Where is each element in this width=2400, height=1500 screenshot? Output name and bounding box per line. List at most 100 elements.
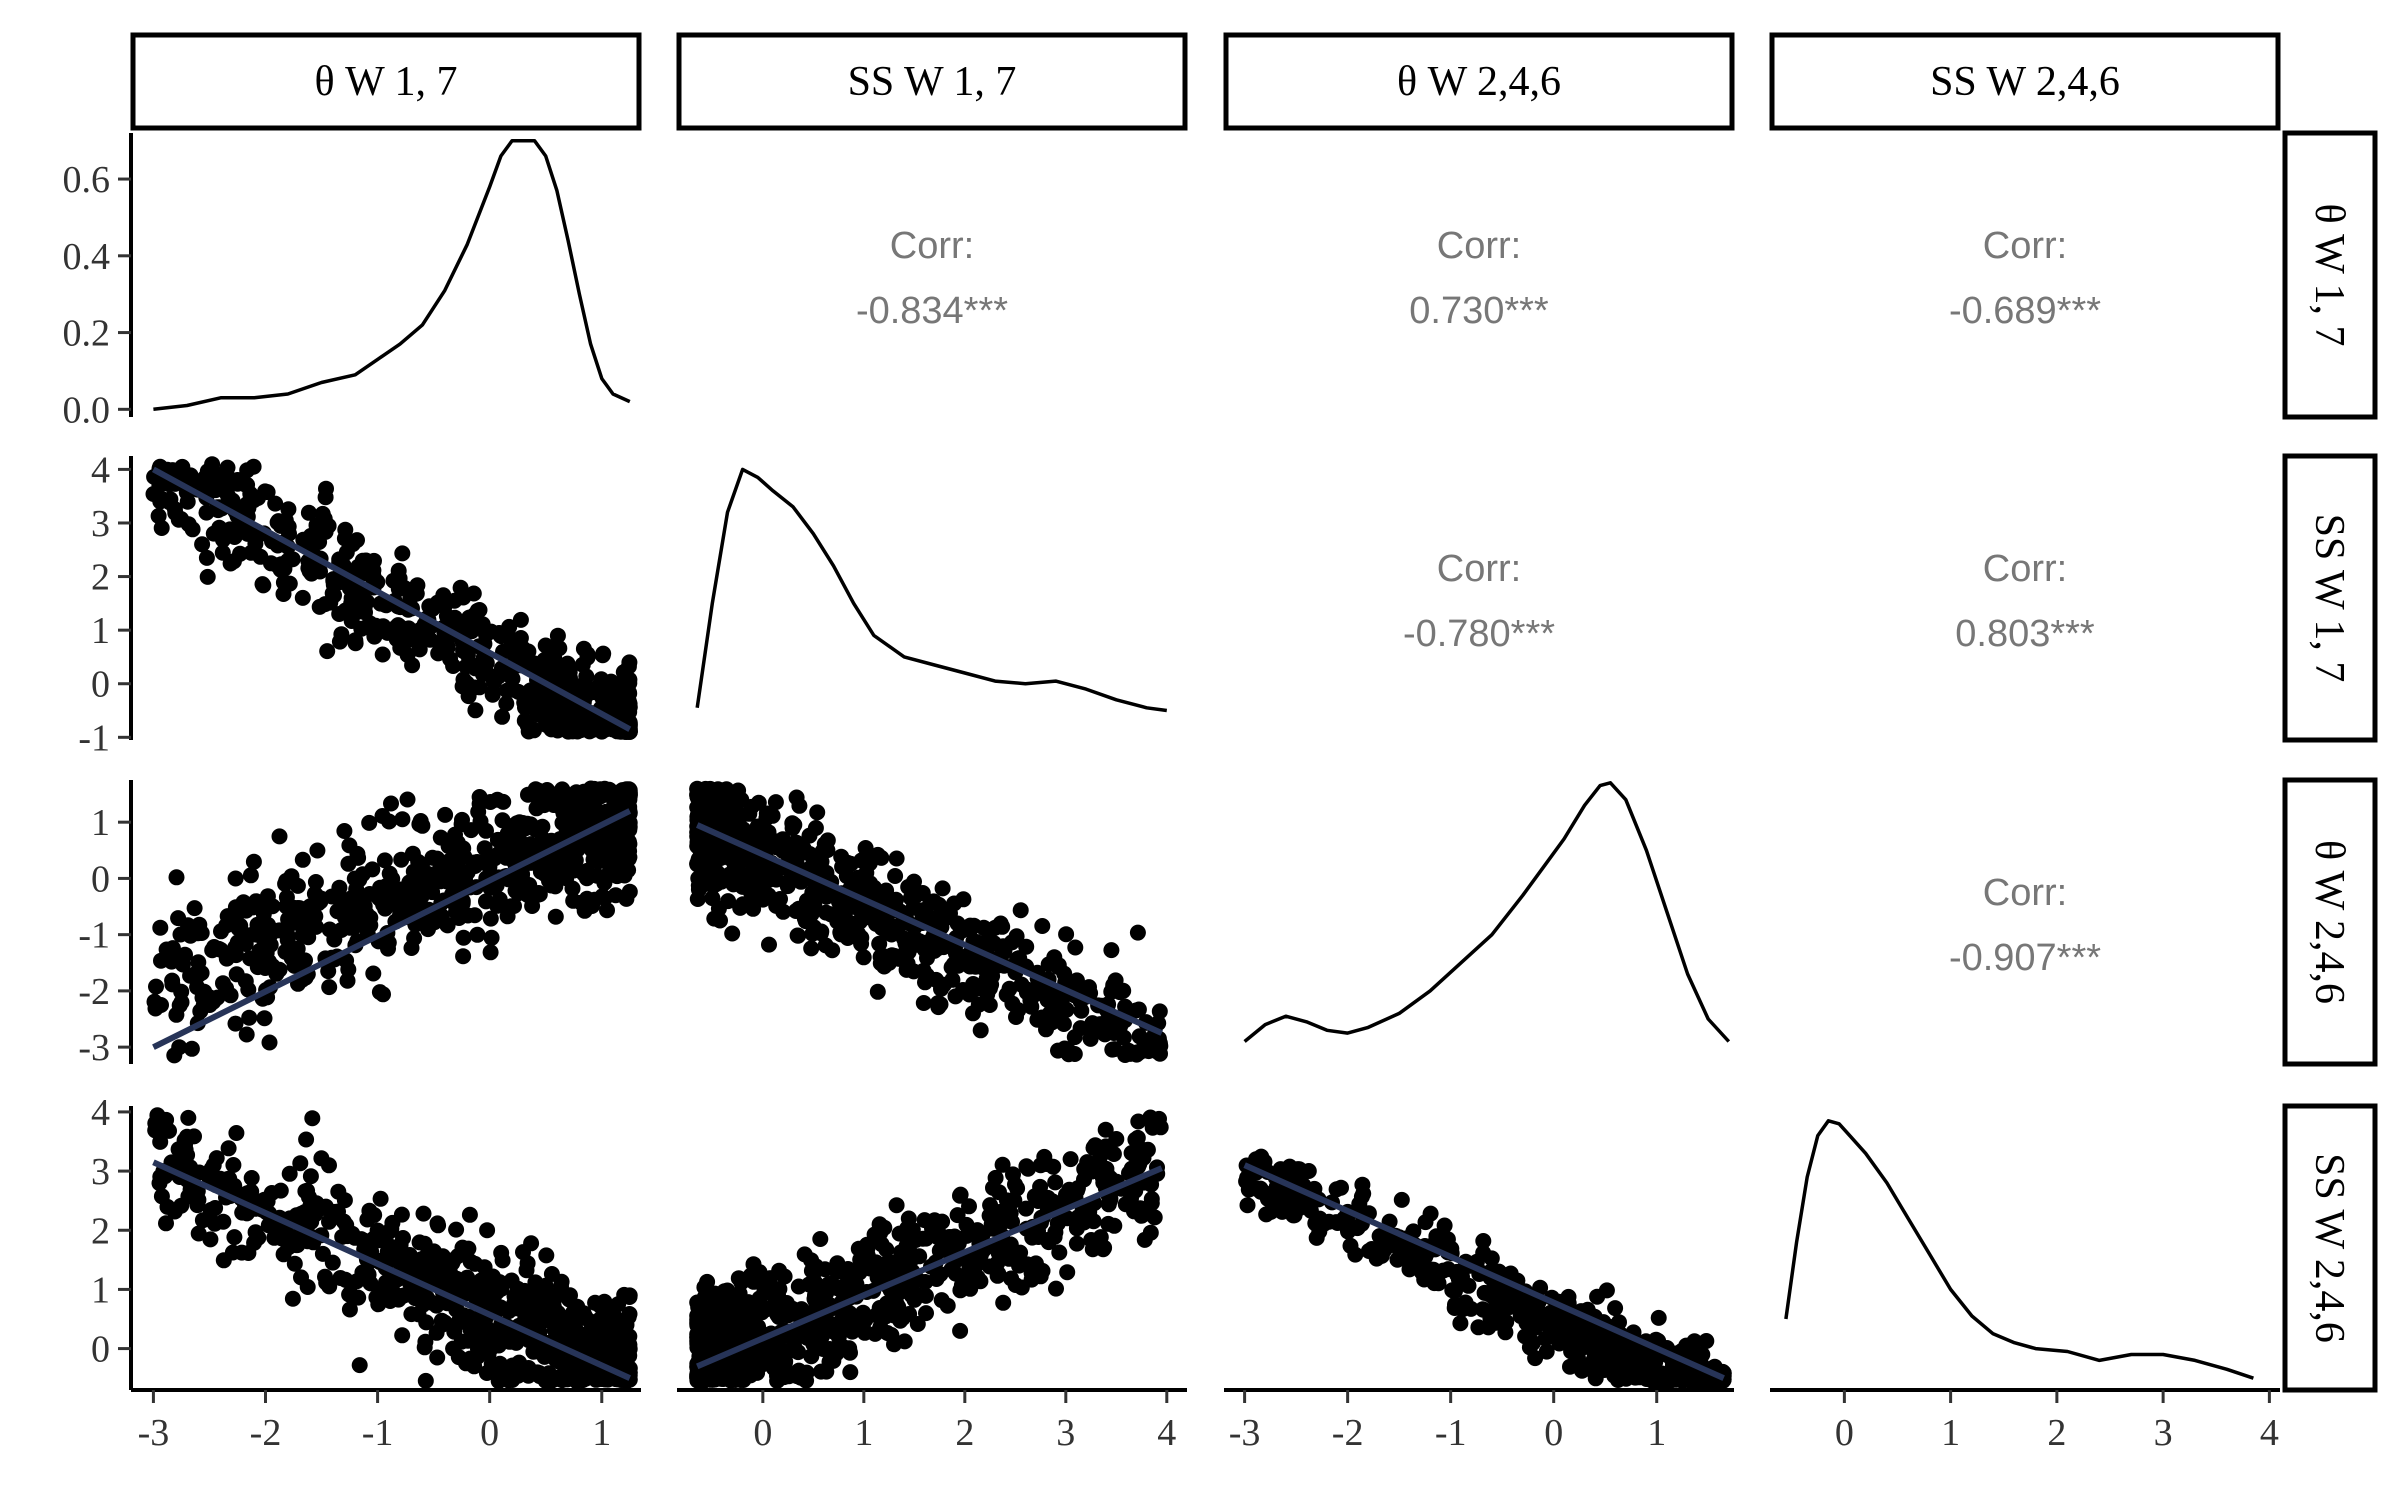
scatter-point	[394, 899, 410, 916]
density-curve-3	[1784, 1119, 2254, 1380]
row-strip-box	[2282, 777, 2378, 1067]
scatter-point	[170, 910, 187, 927]
scatter-point	[341, 1301, 358, 1318]
scatter-point	[481, 858, 498, 875]
scatter-point	[1417, 1214, 1434, 1231]
scatter-point	[888, 1285, 905, 1302]
scatter-point	[455, 642, 472, 659]
scatter-point	[298, 1131, 315, 1148]
scatter-point	[476, 840, 493, 857]
scatter-point	[183, 1040, 200, 1057]
scatter-point	[477, 1282, 494, 1298]
scatter-point	[1082, 1030, 1099, 1047]
scatter-point	[732, 899, 749, 916]
row-strip-label: θ W 1, 7	[2306, 203, 2352, 346]
scatter-point	[906, 930, 923, 946]
scatter-point	[911, 1248, 928, 1265]
scatter-point	[418, 1293, 435, 1310]
scatter-panel-2-0	[146, 780, 638, 1064]
scatter-point	[1032, 1178, 1049, 1195]
scatter-point	[715, 805, 732, 822]
scatter-point	[1440, 1261, 1457, 1278]
scatter-point	[430, 1217, 447, 1234]
scatter-point	[869, 983, 886, 1000]
scatter-point	[455, 929, 472, 946]
scatter-point	[592, 1297, 609, 1314]
scatter-point	[190, 954, 207, 971]
scatter-point	[409, 577, 426, 594]
scatter-point	[867, 1325, 884, 1342]
scatter-point	[225, 1157, 242, 1173]
scatter-point	[875, 920, 892, 937]
scatter-point	[917, 1287, 934, 1304]
scatter-point	[414, 817, 431, 834]
scatter-point	[525, 1297, 542, 1314]
scatter-point	[720, 1331, 737, 1348]
scatter-point	[581, 680, 598, 697]
x-tick-label: 1	[1647, 1412, 1666, 1454]
scatter-point	[189, 925, 206, 942]
scatter-point	[1047, 1224, 1064, 1241]
scatter-point	[621, 699, 637, 716]
scatter-point	[234, 1204, 251, 1221]
scatter-point	[286, 1255, 303, 1272]
scatter-point	[934, 880, 951, 897]
scatter-point	[851, 1264, 868, 1281]
scatter-point	[1527, 1350, 1544, 1367]
scatter-point	[208, 1150, 225, 1167]
scatter-point	[494, 812, 511, 829]
scatter-point	[372, 595, 389, 612]
scatter-point	[1019, 1256, 1036, 1273]
scatter-point	[871, 935, 888, 952]
scatter-point	[242, 485, 259, 502]
x-tick-label: 0	[753, 1412, 772, 1454]
scatter-point	[469, 926, 486, 943]
scatter-point	[1020, 1160, 1036, 1177]
scatter-point	[961, 1198, 977, 1215]
scatter-point	[724, 1368, 740, 1384]
corr-value: -0.689***	[1949, 290, 2101, 332]
scatter-point	[418, 866, 435, 883]
corr-cell-0-3: Corr: -0.689***	[1949, 225, 2101, 332]
scatter-point	[907, 1232, 924, 1248]
scatter-point	[619, 837, 635, 854]
scatter-point	[168, 1006, 185, 1023]
column-strip-2: θ W 2,4,6	[1223, 32, 1735, 131]
scatter-point	[372, 1190, 389, 1207]
scatter-point	[494, 1252, 511, 1269]
scatter-point	[1498, 1285, 1515, 1302]
scatter-point	[293, 1269, 309, 1286]
scatter-point	[210, 476, 227, 493]
scatter-point	[356, 898, 373, 915]
scatter-point	[151, 1175, 168, 1192]
x-tick-label: -3	[138, 1412, 170, 1454]
corr-cell-1-3: Corr: 0.803***	[1955, 548, 2095, 655]
scatter-point	[1022, 992, 1039, 1009]
scatter-point	[1527, 1319, 1543, 1336]
scatter-point	[559, 655, 576, 672]
scatter-point	[1115, 1029, 1132, 1046]
scatter-point	[987, 1169, 1004, 1186]
scatter-point	[761, 936, 777, 953]
scatter-point	[486, 671, 503, 688]
scatter-point	[280, 928, 297, 945]
scatter-point	[158, 1111, 175, 1128]
scatter-point	[361, 1202, 378, 1219]
column-strip-box	[676, 32, 1188, 131]
scatter-point	[981, 1258, 998, 1275]
scatter-point	[241, 1009, 258, 1026]
column-strip-label: SS W 1, 7	[848, 59, 1017, 105]
scatter-point	[1349, 1219, 1366, 1236]
scatter-point	[545, 1292, 562, 1309]
scatter-point	[288, 1207, 305, 1224]
scatter-point	[690, 853, 707, 870]
scatter-point	[483, 929, 500, 946]
scatter-point	[888, 850, 905, 867]
scatter-point	[471, 679, 488, 696]
scatter-point	[331, 606, 348, 622]
scatter-point	[194, 536, 211, 553]
y-tick-label: 1	[91, 802, 110, 844]
scatter-point	[506, 1295, 523, 1312]
scatter-point	[547, 908, 564, 925]
scatter-point	[215, 1213, 232, 1230]
